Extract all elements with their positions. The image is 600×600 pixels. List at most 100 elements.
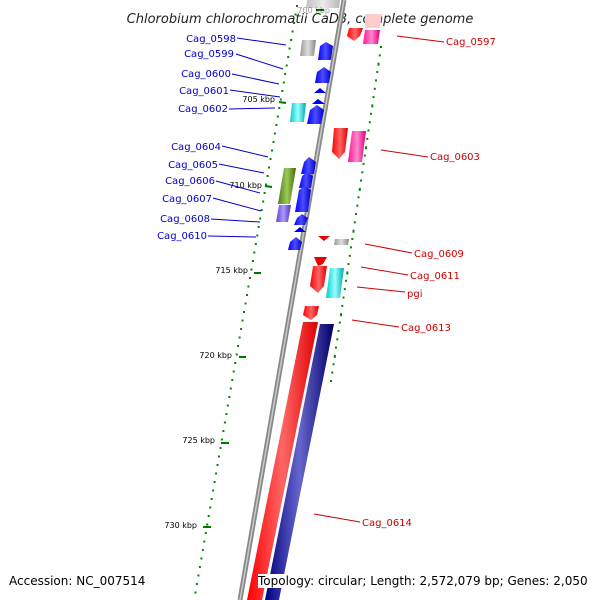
scale-dot: [291, 30, 294, 33]
scale-dot: [209, 506, 212, 509]
scale-dot: [262, 200, 265, 203]
scale-dot: [204, 532, 207, 534]
scale-dot: [361, 171, 364, 174]
scale-dot: [244, 302, 247, 305]
reverse-genes: [303, 0, 382, 320]
scale-dot: [346, 271, 349, 275]
scale-dot: [251, 260, 254, 262]
gene-cag-0599: [318, 42, 333, 60]
gene-pgi: [326, 268, 344, 298]
tick-dot-track-right: [330, 46, 382, 382]
scale-dot: [378, 54, 381, 57]
scale-dot: [294, 13, 297, 16]
scale-dot: [282, 81, 285, 84]
label-cag-0608: Cag_0608: [160, 214, 210, 225]
gene-cag-0597-rna: [363, 30, 380, 44]
scale-dot: [266, 175, 269, 177]
gene-small-b: [294, 227, 306, 232]
scale-dot: [200, 557, 203, 560]
scale-dot: [260, 209, 263, 211]
scale-dot: [371, 104, 374, 108]
gene-small-a: [312, 99, 325, 104]
tick-dot-track: [194, 5, 298, 594]
forward-genes: [276, 40, 333, 250]
label-cag-0603: Cag_0603: [430, 152, 480, 163]
gene-cag-0602-b: [307, 105, 324, 124]
label-cag-0614: Cag_0614: [362, 518, 412, 529]
scale-dot: [259, 217, 262, 220]
label-cag-0599: Cag_0599: [184, 49, 234, 60]
scale-dot: [362, 162, 365, 165]
scale-dot: [281, 90, 284, 92]
kbp-tick-label: 720 kbp: [199, 351, 232, 360]
label-pgi: pgi: [407, 289, 422, 300]
accession-text: Accession: NC_007514: [9, 574, 146, 588]
scale-dot: [234, 362, 237, 364]
scale-dot: [360, 179, 362, 182]
label-cag-0613: Cag_0613: [401, 323, 451, 334]
scale-dot: [195, 583, 198, 585]
scale-dot: [279, 98, 282, 101]
scale-dot: [357, 196, 360, 199]
scale-dot: [290, 39, 293, 41]
scale-dot: [263, 192, 266, 194]
scale-dot: [222, 430, 225, 432]
scale-dot: [219, 447, 222, 449]
gene-cag-0610: [288, 237, 302, 250]
scale-dot: [232, 370, 235, 373]
scale-dot: [342, 296, 345, 299]
gene-cag-0600: [315, 67, 331, 83]
scale-dot: [336, 338, 339, 341]
scale-dot: [203, 540, 206, 543]
right-labels: Cag_0597 Cag_0603 Cag_0609 Cag_0611 pgi …: [313, 35, 496, 529]
scale-dot: [210, 498, 213, 500]
scale-dot: [265, 183, 268, 186]
scale-dot: [254, 243, 257, 245]
label-cag-0604: Cag_0604: [171, 142, 221, 153]
label-cag-0600: Cag_0600: [181, 69, 231, 80]
scale-dot: [216, 464, 219, 466]
scale-dot: [350, 246, 352, 249]
scale-dot: [337, 329, 340, 332]
label-cag-0598: Cag_0598: [186, 34, 236, 45]
scale-dot: [353, 221, 356, 224]
scale-dot: [333, 354, 336, 358]
scale-dot: [341, 304, 344, 307]
label-cag-0607: Cag_0607: [162, 194, 212, 205]
scale-dot: [332, 363, 335, 366]
scale-dot: [375, 79, 377, 82]
scale-dot: [331, 371, 334, 374]
gene-cag-0606: [295, 186, 311, 212]
scale-dot: [248, 277, 251, 279]
scale-dot: [212, 489, 215, 492]
label-cag-0602: Cag_0602: [178, 104, 228, 115]
map-title: Chlorobium chlorochromatii CaD3, complet…: [127, 12, 474, 27]
scale-dot: [213, 481, 216, 483]
kbp-tick-label: 710 kbp: [229, 181, 262, 190]
scale-dot: [271, 149, 273, 152]
gene-cag-0607: [278, 168, 296, 204]
scale-dot: [368, 121, 371, 124]
gene-top-faded: [306, 0, 340, 8]
scale-dot: [235, 353, 238, 356]
gene-cag-0603: [332, 128, 348, 159]
gene-cag-0607-b: [276, 205, 291, 222]
genome-summary-text: Topology: circular; Length: 2,572,079 bp…: [258, 574, 590, 588]
scale-dot: [370, 112, 372, 115]
scale-dot: [366, 137, 369, 140]
scale-dot: [257, 226, 260, 228]
scale-dot: [207, 515, 210, 517]
gene-cag-0598: [300, 40, 316, 56]
scale-dot: [215, 472, 218, 475]
gene-cag-0605: [299, 172, 313, 188]
gene-cag-0608: [294, 214, 308, 225]
scale-dot: [206, 523, 209, 526]
scale-dot: [355, 213, 357, 215]
scale-dot: [243, 311, 245, 313]
scale-dot: [241, 319, 244, 322]
scale-dot: [238, 336, 241, 339]
scale-dot: [380, 46, 382, 48]
scale-dot: [373, 87, 376, 90]
scale-dot: [201, 549, 204, 551]
